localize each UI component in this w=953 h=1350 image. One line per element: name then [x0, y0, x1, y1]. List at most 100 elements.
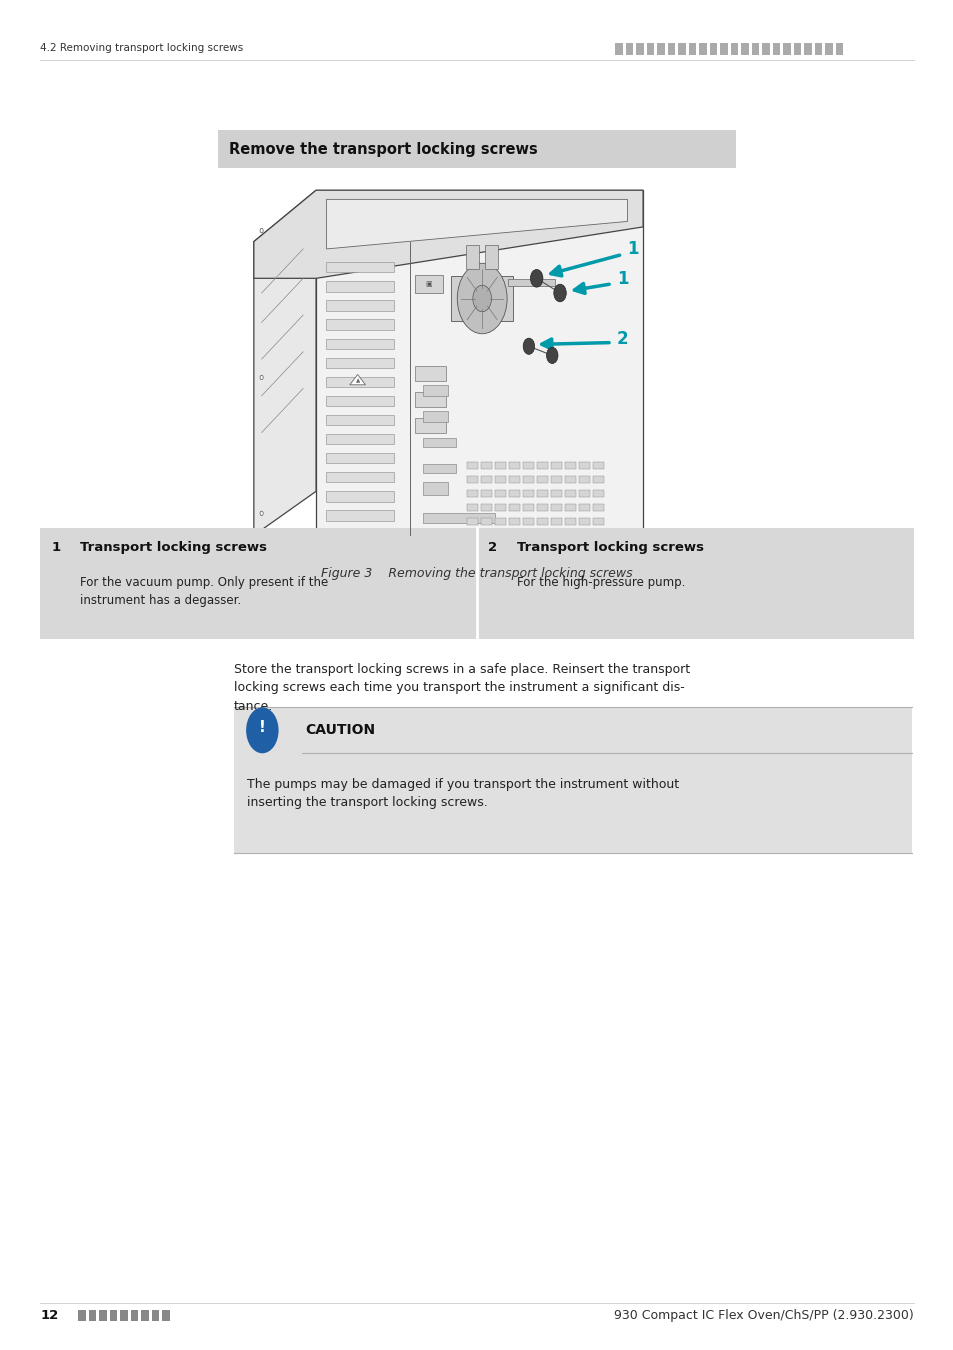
- Bar: [522, 490, 533, 497]
- Bar: [522, 475, 533, 483]
- Text: ▣: ▣: [425, 281, 432, 286]
- Bar: [326, 433, 394, 444]
- Bar: [422, 513, 495, 522]
- Text: Transport locking screws: Transport locking screws: [517, 541, 703, 555]
- Bar: [494, 475, 505, 483]
- Bar: [508, 518, 519, 525]
- Bar: [625, 42, 633, 54]
- Circle shape: [473, 285, 491, 312]
- Text: Transport locking screws: Transport locking screws: [80, 541, 267, 555]
- Polygon shape: [350, 374, 365, 385]
- Bar: [162, 1310, 170, 1320]
- Bar: [592, 504, 603, 512]
- Bar: [740, 42, 748, 54]
- Bar: [110, 1310, 117, 1320]
- Bar: [793, 42, 801, 54]
- Bar: [326, 472, 394, 482]
- Bar: [422, 437, 456, 447]
- Polygon shape: [315, 190, 642, 536]
- Bar: [720, 42, 727, 54]
- Bar: [131, 1310, 138, 1320]
- Bar: [578, 490, 589, 497]
- Bar: [824, 42, 832, 54]
- Bar: [522, 462, 533, 470]
- Text: 2: 2: [617, 329, 628, 347]
- Bar: [508, 279, 555, 286]
- Text: Figure 3    Removing the transport locking screws: Figure 3 Removing the transport locking …: [321, 567, 632, 580]
- Text: Store the transport locking screws in a safe place. Reinsert the transport
locki: Store the transport locking screws in a …: [233, 663, 689, 713]
- Bar: [233, 707, 911, 853]
- Polygon shape: [253, 190, 642, 278]
- Bar: [494, 504, 505, 512]
- Bar: [415, 392, 445, 406]
- Bar: [99, 1310, 107, 1320]
- Bar: [40, 528, 913, 639]
- Circle shape: [260, 512, 263, 516]
- Bar: [484, 246, 497, 269]
- Bar: [699, 42, 706, 54]
- Bar: [494, 490, 505, 497]
- Bar: [550, 475, 561, 483]
- Text: For the vacuum pump. Only present if the
instrument has a degasser.: For the vacuum pump. Only present if the…: [80, 576, 328, 608]
- Bar: [466, 504, 477, 512]
- Text: !: !: [258, 720, 266, 736]
- Text: 930 Compact IC Flex Oven/ChS/PP (2.930.2300): 930 Compact IC Flex Oven/ChS/PP (2.930.2…: [614, 1310, 913, 1322]
- Bar: [465, 246, 478, 269]
- Bar: [646, 42, 654, 54]
- Bar: [782, 42, 790, 54]
- Bar: [466, 462, 477, 470]
- Text: 1: 1: [51, 541, 61, 555]
- Bar: [678, 42, 685, 54]
- Bar: [480, 518, 491, 525]
- Bar: [494, 462, 505, 470]
- Bar: [326, 377, 394, 387]
- Bar: [814, 42, 821, 54]
- Text: CAUTION: CAUTION: [305, 724, 375, 737]
- Bar: [564, 504, 575, 512]
- Bar: [508, 490, 519, 497]
- Bar: [550, 490, 561, 497]
- Bar: [537, 518, 547, 525]
- Bar: [415, 418, 445, 432]
- Bar: [550, 462, 561, 470]
- Bar: [537, 490, 547, 497]
- Bar: [667, 42, 675, 54]
- Polygon shape: [326, 200, 627, 248]
- Bar: [422, 385, 448, 396]
- Bar: [730, 42, 738, 54]
- Bar: [615, 42, 622, 54]
- Bar: [550, 504, 561, 512]
- Bar: [415, 366, 445, 381]
- Bar: [772, 42, 780, 54]
- Text: 4.2 Removing transport locking screws: 4.2 Removing transport locking screws: [40, 43, 243, 53]
- Text: The pumps may be damaged if you transport the instrument without
inserting the t: The pumps may be damaged if you transpor…: [247, 778, 679, 809]
- Bar: [326, 454, 394, 463]
- Bar: [709, 42, 717, 54]
- Bar: [564, 490, 575, 497]
- Bar: [688, 42, 696, 54]
- Bar: [761, 42, 769, 54]
- Bar: [326, 300, 394, 310]
- Bar: [508, 475, 519, 483]
- Circle shape: [260, 228, 263, 232]
- Bar: [451, 277, 513, 320]
- Bar: [326, 491, 394, 502]
- Bar: [537, 462, 547, 470]
- Circle shape: [530, 270, 542, 288]
- Bar: [326, 358, 394, 369]
- Bar: [494, 518, 505, 525]
- Circle shape: [456, 263, 507, 333]
- Bar: [592, 462, 603, 470]
- Bar: [657, 42, 664, 54]
- Bar: [326, 320, 394, 329]
- Bar: [78, 1310, 86, 1320]
- Bar: [466, 490, 477, 497]
- Circle shape: [260, 375, 263, 379]
- Polygon shape: [253, 190, 315, 536]
- Bar: [326, 281, 394, 292]
- Circle shape: [246, 707, 278, 753]
- Bar: [120, 1310, 128, 1320]
- Bar: [89, 1310, 96, 1320]
- Bar: [217, 176, 736, 543]
- Bar: [751, 42, 759, 54]
